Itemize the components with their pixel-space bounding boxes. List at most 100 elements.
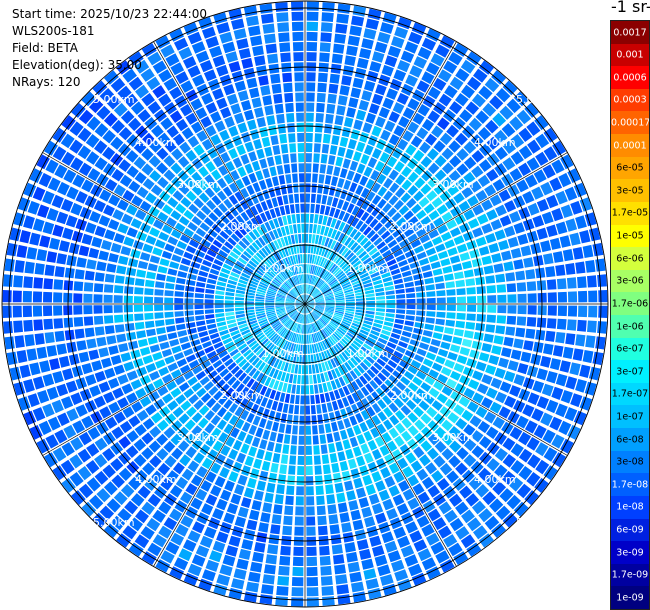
radar-gate [319,330,325,340]
radar-gate [248,367,257,377]
radar-gate [427,420,439,432]
radar-gate [371,503,384,515]
radar-gate [311,344,316,354]
radar-gate [294,323,299,333]
radar-gate [46,386,59,400]
radar-gate [308,234,312,244]
radar-gate [329,391,336,401]
radar-gate [245,312,255,317]
radar-gate [224,210,235,221]
radar-gate [198,417,209,429]
radar-gate [363,282,373,288]
radar-gate [359,465,369,476]
radar-gate [235,418,245,430]
radar-gate [256,288,266,294]
radar-gate [154,312,164,319]
radar-gate [216,281,227,287]
radar-gate [266,330,275,338]
radar-gate [340,408,348,419]
radar-gate [230,330,240,337]
radar-gate [263,326,272,334]
radar-gate [374,319,384,325]
radar-gate [309,254,313,264]
radar-gate [566,277,577,289]
radar-gate [186,279,196,286]
radar-gate [285,102,294,113]
radar-gate [258,418,267,429]
radar-gate [560,438,574,454]
radar-gate [156,162,169,175]
radar-gate [322,2,335,12]
radar-gate [328,348,335,358]
radar-gate [333,253,340,263]
radar-gate [531,186,544,200]
radar-gate [215,313,225,318]
radar-gate [283,351,289,361]
radar-gate [438,501,452,515]
radar-gate [434,275,444,283]
radar-gate [350,129,360,140]
radar-gate [310,244,314,254]
radar-gate [212,440,224,452]
radar-gate [392,449,403,461]
radar-gate [482,491,497,506]
radar-gate [299,324,302,334]
radar-gate [503,336,514,347]
radar-gate [526,437,540,451]
radar-gate [319,268,325,278]
radar-gate [350,509,362,521]
radar-gate [486,285,496,294]
radar-gate [286,485,295,495]
radar-gate [164,413,177,425]
radar-gate [246,263,256,271]
radar-gate [393,69,407,82]
radar-gate [365,297,375,301]
radar-gate [287,320,294,329]
radar-gate [220,383,230,394]
radar-gate [475,110,490,124]
radar-gate [346,490,356,501]
radar-gate [341,261,350,270]
radar-gate [420,382,432,392]
radar-gate [413,406,424,418]
radar-gate [180,491,193,504]
radar-gate [191,171,203,183]
radar-gate [439,35,455,49]
radar-gate [456,355,468,365]
radar-gate [113,184,126,197]
radar-gate [556,278,567,290]
radar-gate [305,425,312,435]
radar-gate [346,226,354,236]
radar-gate [448,455,461,468]
radar-gate [305,294,308,304]
radar-gate [437,250,449,260]
radar-gate [130,249,141,259]
radar-gate [388,223,399,234]
radar-gate [400,265,410,272]
radar-gate [184,163,196,176]
radar-gate [149,370,160,381]
radar-gate [116,60,132,75]
radar-gate [174,291,184,297]
radar-gate [395,410,406,421]
radar-gate [290,234,296,245]
radar-gate [279,42,291,53]
radar-gate [176,240,188,250]
radar-gate [281,285,289,292]
radar-gate [281,329,288,338]
radar-gate [250,217,259,227]
radar-gate [449,155,462,168]
radar-gate [346,551,358,563]
radar-gate [248,354,257,364]
radar-gate [245,247,255,256]
range-label: 3.00km [177,431,219,444]
radar-gate [345,191,354,202]
radar-gate [201,503,214,516]
radar-gate [302,294,305,304]
radar-gate [269,267,278,275]
radar-gate [27,393,40,408]
radar-gate [234,406,244,417]
radar-gate [316,266,321,276]
radar-gate [281,316,289,323]
radar-gate [331,197,339,208]
